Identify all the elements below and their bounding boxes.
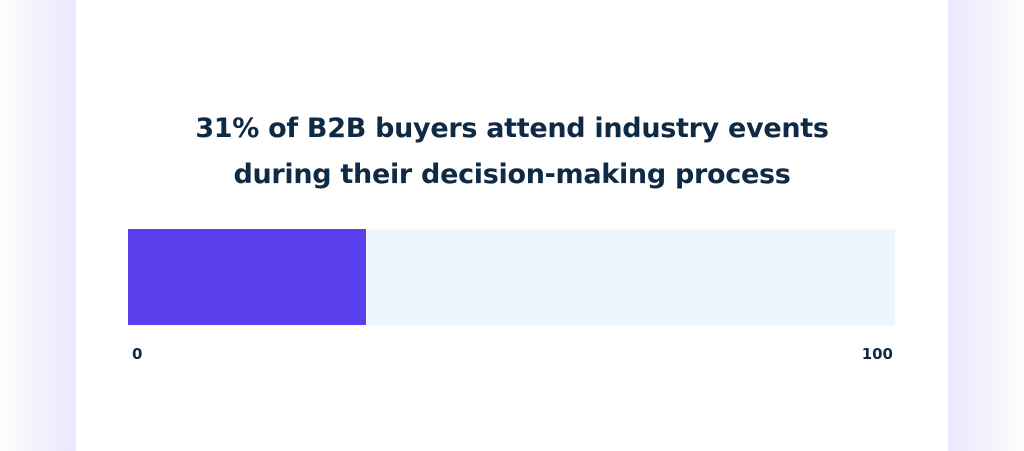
left-background-panel (0, 0, 76, 451)
progress-track (128, 229, 895, 325)
axis-tick-min: 0 (132, 345, 143, 363)
chart-title-line-1: 31% of B2B buyers attend industry events (195, 113, 829, 144)
chart-title: 31% of B2B buyers attend industry events… (76, 106, 948, 198)
axis-tick-max: 100 (861, 345, 893, 363)
progress-fill-bar (128, 229, 366, 325)
chart-title-line-2: during their decision-making process (233, 159, 791, 190)
chart-card: 31% of B2B buyers attend industry events… (76, 0, 948, 451)
right-background-panel (948, 0, 1024, 451)
